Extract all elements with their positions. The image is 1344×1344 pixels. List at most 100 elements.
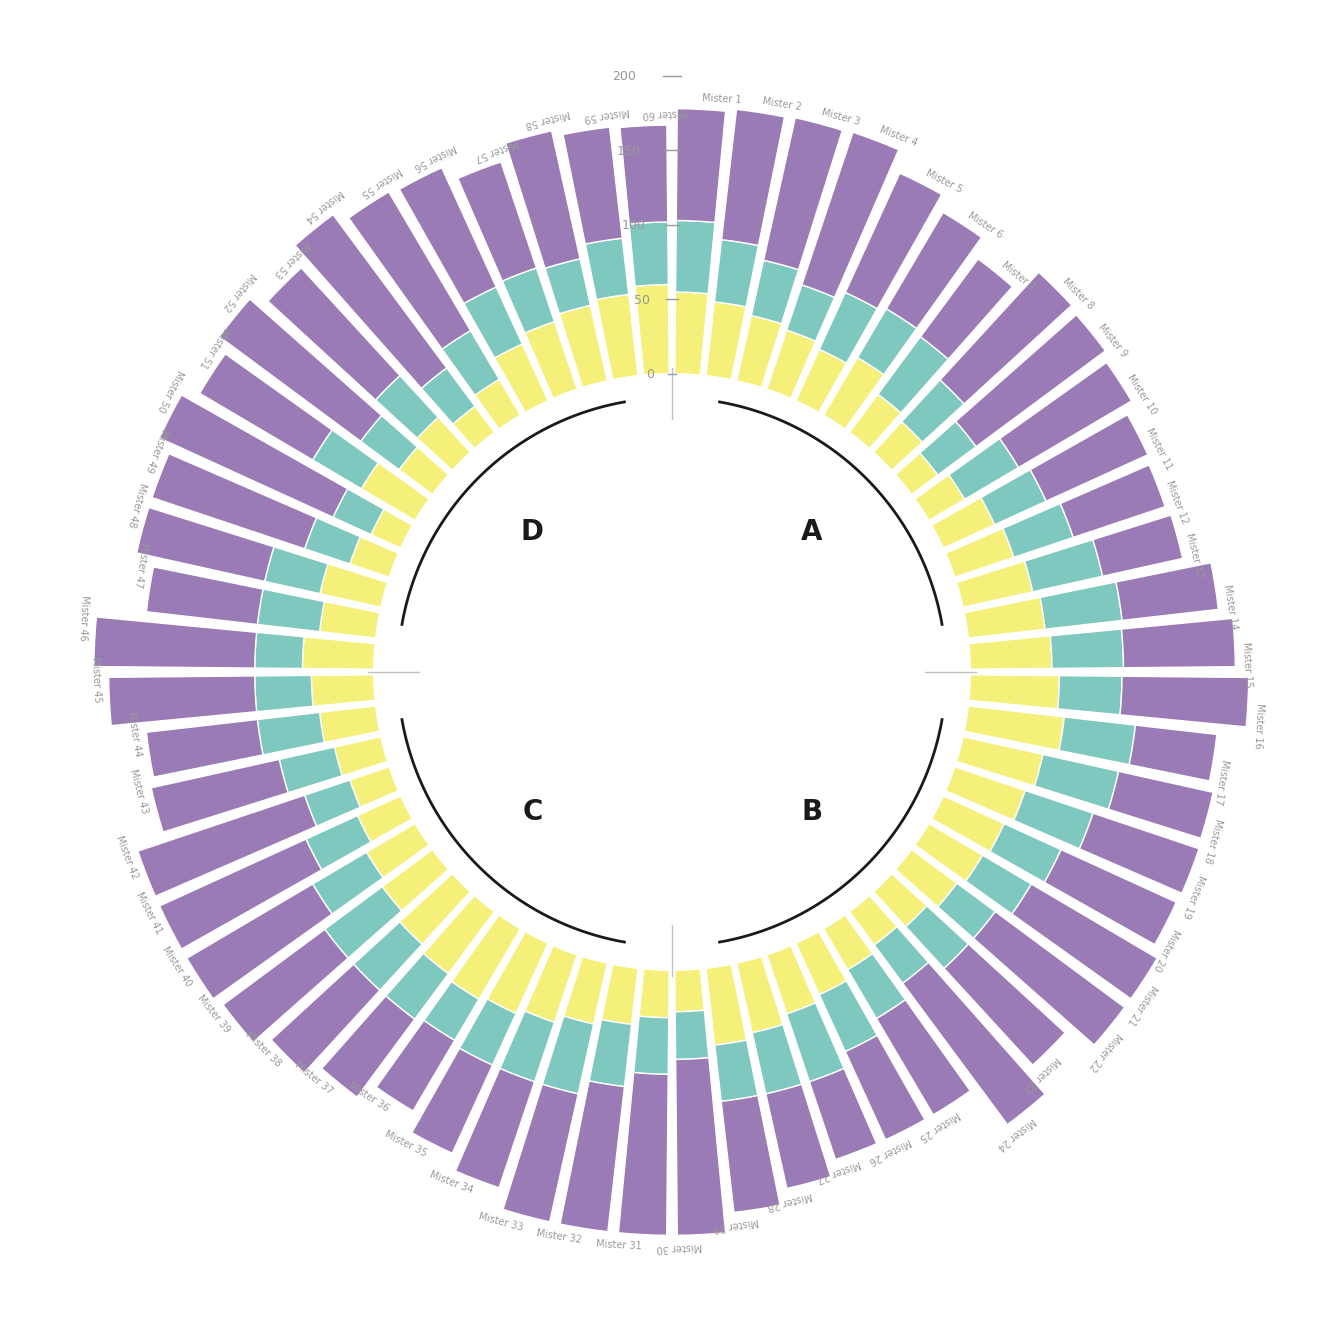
Bar — [559, 305, 607, 387]
Text: 150: 150 — [617, 145, 641, 157]
Text: Mister 57: Mister 57 — [473, 137, 520, 163]
Bar — [452, 915, 520, 1000]
Bar — [876, 1000, 970, 1114]
Bar — [187, 884, 332, 999]
Bar — [1000, 363, 1132, 468]
Bar — [1058, 676, 1122, 715]
Bar — [809, 1068, 876, 1160]
Bar — [411, 1048, 492, 1153]
Bar — [280, 747, 343, 793]
Text: Mister 15: Mister 15 — [1242, 641, 1254, 688]
Bar — [200, 353, 332, 460]
Text: Mister 34: Mister 34 — [429, 1169, 474, 1196]
Text: Mister 17: Mister 17 — [1214, 759, 1230, 805]
Bar — [849, 895, 896, 945]
Text: Mister 44: Mister 44 — [125, 711, 142, 758]
Bar — [938, 883, 996, 938]
Bar — [640, 969, 669, 1017]
Bar — [348, 192, 470, 349]
Bar — [620, 125, 668, 224]
Bar — [152, 759, 288, 832]
Bar — [160, 395, 348, 517]
Bar — [981, 469, 1046, 524]
Text: Mister 60: Mister 60 — [642, 106, 688, 118]
Bar — [460, 999, 516, 1066]
Text: Mister 58: Mister 58 — [524, 109, 571, 130]
Bar — [456, 1068, 535, 1188]
Text: Mister 11: Mister 11 — [1144, 427, 1173, 472]
Bar — [943, 943, 1064, 1064]
Bar — [1060, 465, 1165, 538]
Bar — [265, 547, 328, 594]
Bar — [152, 454, 317, 548]
Bar — [737, 316, 782, 387]
Bar — [845, 173, 942, 309]
Bar — [305, 517, 360, 564]
Bar — [931, 796, 1004, 852]
Bar — [629, 222, 668, 286]
Bar — [675, 969, 704, 1012]
Bar — [1109, 771, 1214, 839]
Bar — [453, 406, 495, 449]
Bar — [957, 737, 1043, 786]
Bar — [722, 109, 785, 246]
Bar — [500, 1011, 555, 1082]
Bar — [137, 508, 274, 582]
Bar — [618, 1073, 668, 1235]
Bar — [488, 931, 548, 1013]
Bar — [312, 675, 375, 707]
Bar — [1116, 563, 1218, 621]
Text: Mister 12: Mister 12 — [1164, 480, 1189, 526]
Bar — [1120, 676, 1249, 727]
Text: Mister 39: Mister 39 — [196, 993, 233, 1035]
Bar — [367, 824, 429, 878]
Bar — [1121, 618, 1235, 668]
Text: Mister 29: Mister 29 — [712, 1216, 759, 1232]
Text: Mister 22: Mister 22 — [1086, 1031, 1124, 1073]
Text: Mister 42: Mister 42 — [114, 833, 140, 880]
Text: 50: 50 — [633, 293, 649, 306]
Bar — [349, 767, 399, 808]
Bar — [1079, 813, 1199, 894]
Bar — [296, 215, 446, 388]
Bar — [753, 1024, 801, 1094]
Bar — [503, 1085, 578, 1222]
Bar — [796, 349, 847, 413]
Bar — [964, 597, 1046, 638]
Bar — [375, 375, 438, 438]
Text: Mister 45: Mister 45 — [90, 656, 102, 703]
Bar — [966, 855, 1031, 914]
Bar — [362, 462, 429, 520]
Bar — [973, 911, 1125, 1046]
Bar — [386, 953, 449, 1019]
Polygon shape — [374, 374, 970, 970]
Bar — [939, 273, 1071, 405]
Text: C: C — [523, 797, 543, 825]
Text: Mister 28: Mister 28 — [766, 1189, 813, 1211]
Bar — [325, 887, 402, 958]
Bar — [258, 712, 324, 755]
Bar — [786, 285, 835, 341]
Bar — [267, 267, 401, 401]
Text: Mister 21: Mister 21 — [1125, 982, 1159, 1027]
Text: Mister 9: Mister 9 — [1097, 321, 1129, 359]
Bar — [1030, 415, 1148, 501]
Bar — [503, 267, 555, 333]
Bar — [931, 497, 995, 548]
Text: Mister 52: Mister 52 — [220, 271, 258, 313]
Text: 0: 0 — [646, 368, 655, 380]
Bar — [766, 1085, 831, 1188]
Bar — [676, 1058, 726, 1235]
Text: Mister 2: Mister 2 — [762, 95, 802, 112]
Text: Mister 55: Mister 55 — [359, 165, 403, 199]
Bar — [1059, 716, 1136, 765]
Bar — [706, 964, 747, 1046]
Text: Mister 41: Mister 41 — [134, 890, 164, 935]
Text: Mister 14: Mister 14 — [1222, 583, 1239, 630]
Text: Mister 7: Mister 7 — [1000, 259, 1038, 292]
Bar — [895, 453, 938, 495]
Bar — [915, 474, 965, 520]
Bar — [874, 874, 927, 927]
Text: Mister 40: Mister 40 — [160, 945, 194, 988]
Bar — [333, 489, 384, 535]
